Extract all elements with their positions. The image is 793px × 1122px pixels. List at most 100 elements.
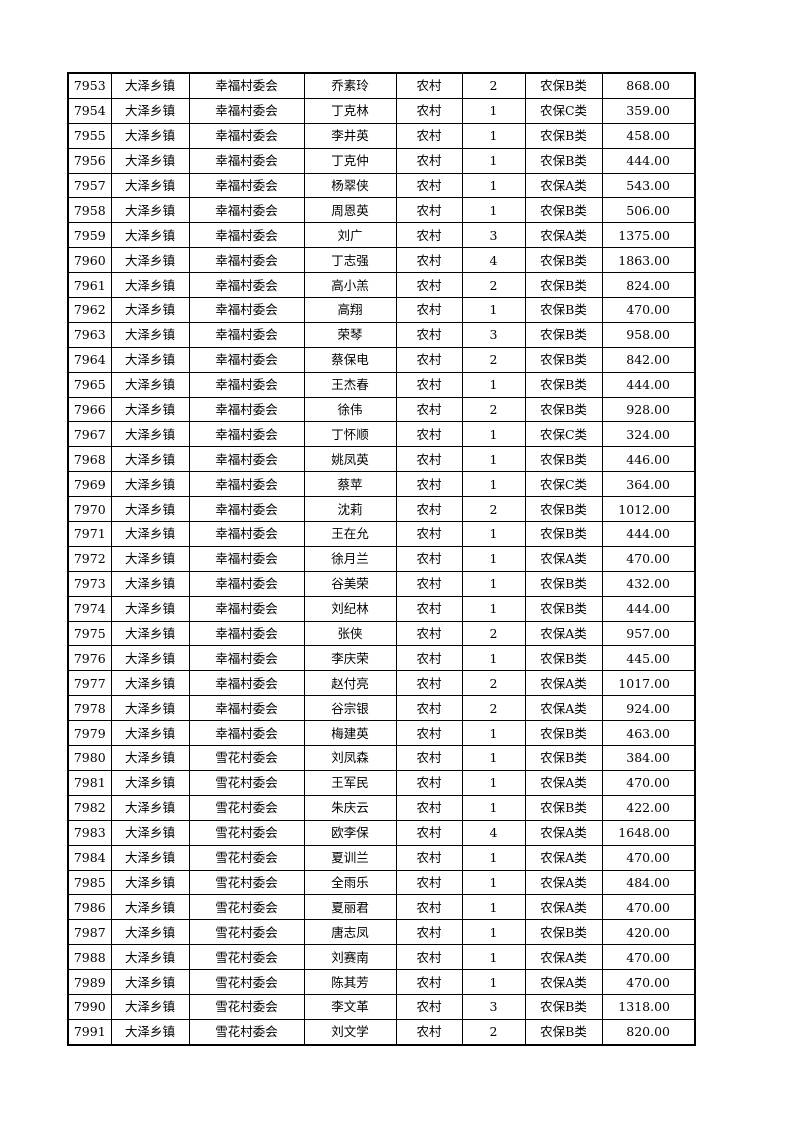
household-size-cell: 1 — [461, 595, 526, 622]
village-committee-cell: 幸福村委会 — [188, 620, 305, 647]
household-size-cell: 3 — [461, 993, 526, 1020]
table-row: 7968 大泽乡镇 幸福村委会 姚凤英 农村 1 农保B类 446.00 — [67, 446, 696, 473]
village-committee-cell: 幸福村委会 — [188, 421, 305, 448]
person-name-cell: 夏训兰 — [303, 844, 397, 871]
household-type-cell: 农村 — [395, 346, 463, 373]
household-type-cell: 农村 — [395, 869, 463, 896]
household-size-cell: 4 — [461, 819, 526, 846]
table-row: 7987 大泽乡镇 雪花村委会 唐志凤 农村 1 农保B类 420.00 — [67, 919, 696, 946]
record-number-cell: 7976 — [67, 645, 112, 672]
household-type-cell: 农村 — [395, 297, 463, 323]
village-committee-cell: 幸福村委会 — [188, 496, 305, 523]
household-type-cell: 农村 — [395, 595, 463, 622]
table-row: 7972 大泽乡镇 幸福村委会 徐月兰 农村 1 农保A类 470.00 — [67, 545, 696, 572]
insurance-category-cell: 农保B类 — [524, 521, 603, 547]
table-row: 7980 大泽乡镇 雪花村委会 刘凤森 农村 1 农保B类 384.00 — [67, 745, 696, 771]
record-number-cell: 7975 — [67, 620, 112, 647]
village-committee-cell: 幸福村委会 — [188, 172, 305, 199]
person-name-cell: 刘凤森 — [303, 745, 397, 771]
household-size-cell: 1 — [461, 197, 526, 224]
household-type-cell: 农村 — [395, 794, 463, 821]
table-row: 7967 大泽乡镇 幸福村委会 丁怀顺 农村 1 农保C类 324.00 — [67, 421, 696, 448]
person-name-cell: 高小羔 — [303, 272, 397, 299]
township-cell: 大泽乡镇 — [110, 769, 190, 796]
township-cell: 大泽乡镇 — [110, 545, 190, 572]
record-number-cell: 7985 — [67, 869, 112, 896]
village-committee-cell: 幸福村委会 — [188, 272, 305, 299]
table-row: 7965 大泽乡镇 幸福村委会 王杰春 农村 1 农保B类 444.00 — [67, 371, 696, 398]
township-cell: 大泽乡镇 — [110, 72, 190, 99]
insurance-category-cell: 农保A类 — [524, 894, 603, 921]
table-row: 7953 大泽乡镇 幸福村委会 乔素玲 农村 2 农保B类 868.00 — [67, 72, 696, 99]
amount-cell: 543.00 — [601, 172, 696, 199]
village-committee-cell: 幸福村委会 — [188, 545, 305, 572]
household-type-cell: 农村 — [395, 969, 463, 995]
household-size-cell: 1 — [461, 969, 526, 995]
person-name-cell: 乔素玲 — [303, 72, 397, 99]
record-number-cell: 7962 — [67, 297, 112, 323]
village-committee-cell: 幸福村委会 — [188, 521, 305, 547]
village-committee-cell: 幸福村委会 — [188, 346, 305, 373]
person-name-cell: 刘文学 — [303, 1018, 397, 1046]
person-name-cell: 荣琴 — [303, 321, 397, 348]
record-number-cell: 7989 — [67, 969, 112, 995]
amount-cell: 470.00 — [601, 545, 696, 572]
household-size-cell: 1 — [461, 122, 526, 149]
records-table: 7953 大泽乡镇 幸福村委会 乔素玲 农村 2 农保B类 868.00 7954 大泽乡镇 幸福村… — [67, 72, 696, 1046]
household-size-cell: 1 — [461, 570, 526, 597]
insurance-category-cell: 农保B类 — [524, 794, 603, 821]
amount-cell: 444.00 — [601, 147, 696, 174]
household-size-cell: 2 — [461, 670, 526, 697]
household-type-cell: 农村 — [395, 745, 463, 771]
township-cell: 大泽乡镇 — [110, 745, 190, 771]
table-row: 7960 大泽乡镇 幸福村委会 丁志强 农村 4 农保B类 1863.00 — [67, 247, 696, 274]
person-name-cell: 沈莉 — [303, 496, 397, 523]
amount-cell: 458.00 — [601, 122, 696, 149]
record-number-cell: 7971 — [67, 521, 112, 547]
insurance-category-cell: 农保C类 — [524, 97, 603, 124]
household-size-cell: 1 — [461, 919, 526, 946]
amount-cell: 1375.00 — [601, 222, 696, 249]
village-committee-cell: 幸福村委会 — [188, 247, 305, 274]
household-size-cell: 4 — [461, 247, 526, 274]
township-cell: 大泽乡镇 — [110, 122, 190, 149]
township-cell: 大泽乡镇 — [110, 844, 190, 871]
person-name-cell: 徐伟 — [303, 396, 397, 423]
household-size-cell: 1 — [461, 172, 526, 199]
insurance-category-cell: 农保B类 — [524, 496, 603, 523]
household-type-cell: 农村 — [395, 944, 463, 971]
village-committee-cell: 幸福村委会 — [188, 97, 305, 124]
village-committee-cell: 雪花村委会 — [188, 819, 305, 846]
person-name-cell: 蔡苹 — [303, 471, 397, 498]
insurance-category-cell: 农保A类 — [524, 869, 603, 896]
person-name-cell: 王杰春 — [303, 371, 397, 398]
amount-cell: 444.00 — [601, 521, 696, 547]
table-row: 7983 大泽乡镇 雪花村委会 欧李保 农村 4 农保A类 1648.00 — [67, 819, 696, 846]
record-number-cell: 7980 — [67, 745, 112, 771]
record-number-cell: 7990 — [67, 993, 112, 1020]
township-cell: 大泽乡镇 — [110, 496, 190, 523]
village-committee-cell: 幸福村委会 — [188, 72, 305, 99]
village-committee-cell: 雪花村委会 — [188, 993, 305, 1020]
table-row: 7988 大泽乡镇 雪花村委会 刘赛南 农村 1 农保A类 470.00 — [67, 944, 696, 971]
household-type-cell: 农村 — [395, 72, 463, 99]
person-name-cell: 丁怀顺 — [303, 421, 397, 448]
village-committee-cell: 雪花村委会 — [188, 894, 305, 921]
household-type-cell: 农村 — [395, 844, 463, 871]
household-size-cell: 1 — [461, 545, 526, 572]
household-size-cell: 2 — [461, 346, 526, 373]
village-committee-cell: 幸福村委会 — [188, 321, 305, 348]
amount-cell: 420.00 — [601, 919, 696, 946]
insurance-category-cell: 农保B类 — [524, 197, 603, 224]
household-size-cell: 2 — [461, 396, 526, 423]
record-number-cell: 7958 — [67, 197, 112, 224]
household-type-cell: 农村 — [395, 819, 463, 846]
household-size-cell: 3 — [461, 222, 526, 249]
village-committee-cell: 幸福村委会 — [188, 595, 305, 622]
table-row: 7979 大泽乡镇 幸福村委会 梅建英 农村 1 农保B类 463.00 — [67, 720, 696, 747]
record-number-cell: 7984 — [67, 844, 112, 871]
household-size-cell: 2 — [461, 620, 526, 647]
household-type-cell: 农村 — [395, 147, 463, 174]
insurance-category-cell: 农保B类 — [524, 570, 603, 597]
person-name-cell: 朱庆云 — [303, 794, 397, 821]
